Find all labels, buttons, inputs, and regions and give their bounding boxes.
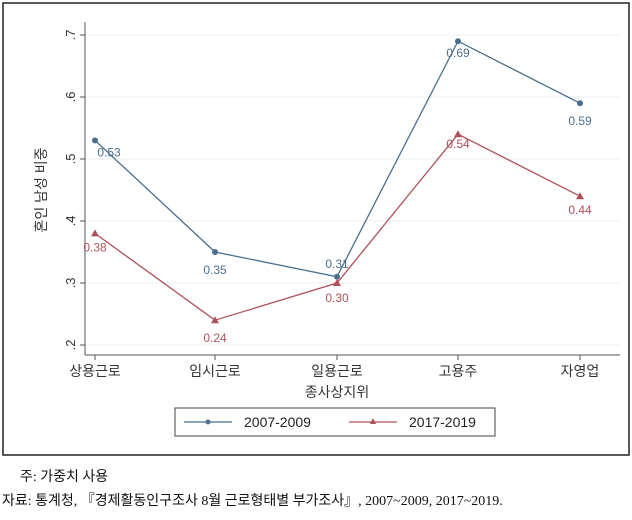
legend: 2007-2009 2017-2019: [174, 407, 496, 437]
x-tick-label: 고용주: [439, 363, 478, 379]
y-tick-label: .7: [63, 30, 78, 41]
legend-marker: [205, 419, 211, 425]
data-label: 0.31: [325, 257, 349, 271]
data-label: 0.38: [83, 240, 107, 254]
note-text: 주: 가중치 사용: [20, 470, 109, 485]
data-point: [577, 100, 583, 107]
data-point: [211, 316, 219, 324]
y-tick-label: .6: [63, 92, 78, 103]
y-tick-label: .3: [63, 278, 78, 289]
data-point: [212, 249, 218, 255]
data-label: 0.24: [203, 331, 227, 345]
data-point: [455, 38, 461, 45]
data-label: 0.30: [325, 291, 349, 305]
source-text: 자료: 통계청, 『경제활동인구조사 8월 근로형태별 부가조사』, 2007~…: [2, 494, 503, 509]
data-point: [576, 192, 584, 200]
x-tick-label: 자영업: [561, 363, 600, 379]
y-tick-label: .5: [63, 154, 78, 165]
data-point: [333, 279, 341, 286]
x-tick-label: 임시근로: [189, 363, 241, 379]
x-tick-label: 일용근로: [311, 363, 363, 379]
y-tick-label: .2: [63, 340, 78, 351]
y-tick-label: .4: [63, 216, 78, 227]
data-point: [92, 137, 98, 144]
x-tick-label: 상용근로: [69, 363, 121, 379]
data-label: 0.69: [446, 46, 470, 60]
legend-label: 2017-2019: [409, 414, 476, 430]
data-label: 0.54: [446, 137, 470, 151]
legend-label: 2007-2009: [244, 414, 311, 430]
data-point: [91, 229, 99, 237]
data-label: 0.53: [97, 145, 121, 159]
x-axis-label: 종사상지위: [305, 384, 369, 400]
line-chart: .2 .3 .4 .5 .6 .7 상용근로 임시근로 일용근로 고용주 자영업 0.53 0.35 0…: [2, 2, 630, 456]
chart-frame: [2, 2, 630, 456]
y-axis-label: 혼인 남성 비중: [33, 147, 49, 232]
data-point: [454, 130, 462, 138]
data-point: [334, 273, 340, 280]
data-label: 0.35: [203, 263, 227, 277]
data-label: 0.59: [568, 114, 592, 128]
legend-marker: [370, 418, 376, 424]
data-label: 0.44: [568, 203, 592, 217]
